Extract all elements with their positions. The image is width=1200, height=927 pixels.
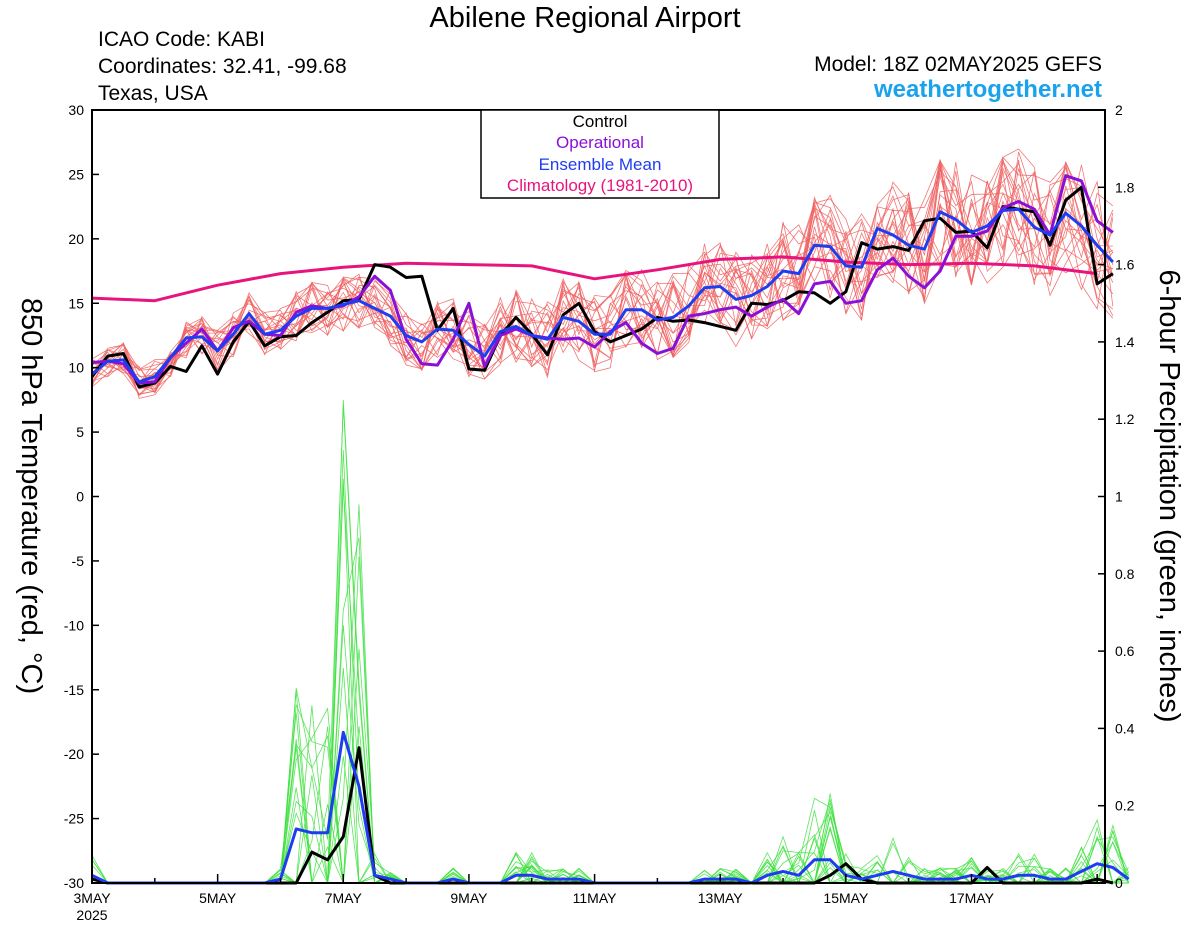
model-run: Model: 18Z 02MAY2025 GEFS	[814, 53, 1102, 76]
precipitation-member-line	[92, 687, 1129, 884]
y-left-tick-label: 15	[68, 295, 84, 311]
y-left-tick-label: -25	[64, 811, 84, 827]
temperature-member-line	[91, 164, 1114, 393]
y-right-tick-label: 0.6	[1115, 643, 1135, 659]
temperature-member-line	[91, 160, 1114, 395]
precipitation-member-line	[92, 704, 1129, 885]
y-left-tick-label: 5	[76, 424, 84, 440]
x-tick-label: 17MAY	[949, 890, 995, 906]
y-right-tick-label: 1	[1115, 489, 1123, 505]
x-tick-label: 7MAY	[325, 890, 363, 906]
temperature-member-line	[91, 157, 1114, 390]
y-left-tick-label: -20	[64, 746, 84, 762]
precipitation-member-line	[91, 707, 1129, 884]
website-link[interactable]: weathertogether.net	[873, 76, 1102, 103]
legend-ensemble-mean: Ensemble Mean	[539, 155, 662, 174]
legend: Control Operational Ensemble Mean Climat…	[480, 109, 720, 199]
precipitation-member-line	[91, 756, 1129, 885]
precipitation-member-line	[92, 537, 1129, 884]
x-tick-sublabel: 2025	[76, 907, 107, 923]
y-right-tick-label: 0.2	[1115, 798, 1135, 814]
y-left-tick-label: 20	[68, 231, 84, 247]
legend-box	[480, 109, 720, 199]
legend-climatology: Climatology (1981-2010)	[507, 176, 693, 195]
y-left-tick-label: -30	[64, 875, 84, 891]
axes: 302520151050-5-10-15-20-25-3021.81.61.41…	[64, 102, 1135, 923]
precipitation-member-line	[92, 668, 1129, 884]
y-right-tick-label: 1.8	[1115, 179, 1135, 195]
temperature-member-line	[91, 161, 1114, 389]
x-tick-label: 3MAY	[73, 890, 111, 906]
precipitation-member-line	[92, 504, 1129, 884]
icao-code: ICAO Code: KABI	[98, 28, 265, 51]
main-series	[90, 174, 1130, 885]
y-left-tick-label: -15	[64, 682, 84, 698]
ensemble-mean-temperature-line	[91, 207, 1114, 384]
y-right-tick-label: 0	[1115, 875, 1123, 891]
y-right-tick-label: 1.2	[1115, 411, 1135, 427]
precipitation-member-line	[91, 449, 1129, 884]
temperature-member-line	[91, 192, 1113, 378]
precipitation-member-line	[92, 478, 1129, 884]
precipitation-member-line	[91, 799, 1129, 884]
precipitation-member-line	[91, 804, 1129, 884]
coordinates: Coordinates: 32.41, -99.68	[98, 55, 347, 78]
y-left-axis-label: 850 hPa Temperature (red, °C)	[15, 298, 47, 694]
x-tick-label: 9MAY	[450, 890, 488, 906]
precipitation-member-line	[92, 405, 1129, 884]
ensemble-members-precipitation	[91, 399, 1129, 885]
y-right-tick-label: 1.4	[1115, 334, 1135, 350]
control-precipitation-line	[91, 746, 1114, 885]
y-left-tick-label: 25	[68, 166, 84, 182]
x-tick-label: 11MAY	[573, 890, 617, 906]
temperature-member-line	[91, 159, 1114, 382]
y-left-tick-label: 0	[76, 489, 84, 505]
legend-control: Control	[573, 112, 628, 131]
y-left-tick-label: 30	[68, 102, 84, 118]
y-left-tick-label: -5	[72, 553, 85, 569]
control-temperature-line	[90, 185, 1114, 389]
x-tick-label: 15MAY	[823, 890, 869, 906]
climatology-1981-2010-temperature-line	[91, 255, 1098, 303]
x-tick-label: 13MAY	[698, 890, 744, 906]
precipitation-member-line	[92, 399, 1129, 884]
legend-operational: Operational	[556, 133, 644, 152]
precipitation-member-line	[92, 486, 1129, 884]
precipitation-member-line	[91, 648, 1129, 885]
precipitation-member-line	[92, 812, 1129, 884]
y-right-tick-label: 0.4	[1115, 720, 1135, 736]
y-left-tick-label: 10	[68, 360, 84, 376]
precipitation-member-line	[92, 625, 1129, 884]
temperature-member-line	[91, 185, 1114, 387]
page-title: Abilene Regional Airport	[429, 2, 741, 34]
y-right-tick-label: 2	[1115, 102, 1123, 118]
x-tick-label: 5MAY	[199, 890, 237, 906]
temperature-member-line	[91, 167, 1114, 390]
precipitation-member-line	[92, 556, 1129, 884]
region: Texas, USA	[98, 82, 208, 105]
y-right-axis-label: 6-hour Precipitation (green, inches)	[1153, 270, 1185, 723]
y-right-tick-label: 1.6	[1115, 257, 1135, 273]
y-right-tick-label: 0.8	[1115, 566, 1135, 582]
y-left-tick-label: -10	[64, 617, 84, 633]
